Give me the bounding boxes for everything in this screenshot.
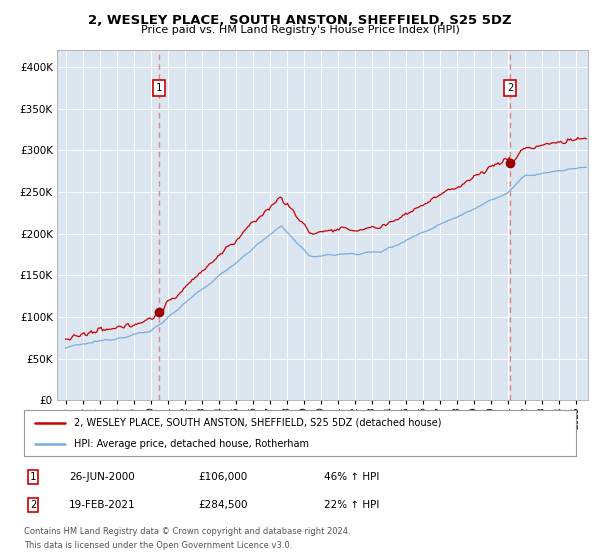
Text: 46% ↑ HPI: 46% ↑ HPI bbox=[324, 472, 379, 482]
Text: 26-JUN-2000: 26-JUN-2000 bbox=[69, 472, 135, 482]
Text: 1: 1 bbox=[156, 83, 162, 93]
Text: 2: 2 bbox=[507, 83, 514, 93]
Text: 2: 2 bbox=[30, 500, 36, 510]
Text: Price paid vs. HM Land Registry's House Price Index (HPI): Price paid vs. HM Land Registry's House … bbox=[140, 25, 460, 35]
Text: 1: 1 bbox=[30, 472, 36, 482]
Text: HPI: Average price, detached house, Rotherham: HPI: Average price, detached house, Roth… bbox=[74, 439, 308, 449]
Text: 22% ↑ HPI: 22% ↑ HPI bbox=[324, 500, 379, 510]
Text: £106,000: £106,000 bbox=[198, 472, 247, 482]
Text: 2, WESLEY PLACE, SOUTH ANSTON, SHEFFIELD, S25 5DZ (detached house): 2, WESLEY PLACE, SOUTH ANSTON, SHEFFIELD… bbox=[74, 418, 441, 428]
Text: 19-FEB-2021: 19-FEB-2021 bbox=[69, 500, 136, 510]
Text: This data is licensed under the Open Government Licence v3.0.: This data is licensed under the Open Gov… bbox=[24, 541, 292, 550]
Text: Contains HM Land Registry data © Crown copyright and database right 2024.: Contains HM Land Registry data © Crown c… bbox=[24, 527, 350, 536]
Text: £284,500: £284,500 bbox=[198, 500, 248, 510]
Text: 2, WESLEY PLACE, SOUTH ANSTON, SHEFFIELD, S25 5DZ: 2, WESLEY PLACE, SOUTH ANSTON, SHEFFIELD… bbox=[88, 14, 512, 27]
